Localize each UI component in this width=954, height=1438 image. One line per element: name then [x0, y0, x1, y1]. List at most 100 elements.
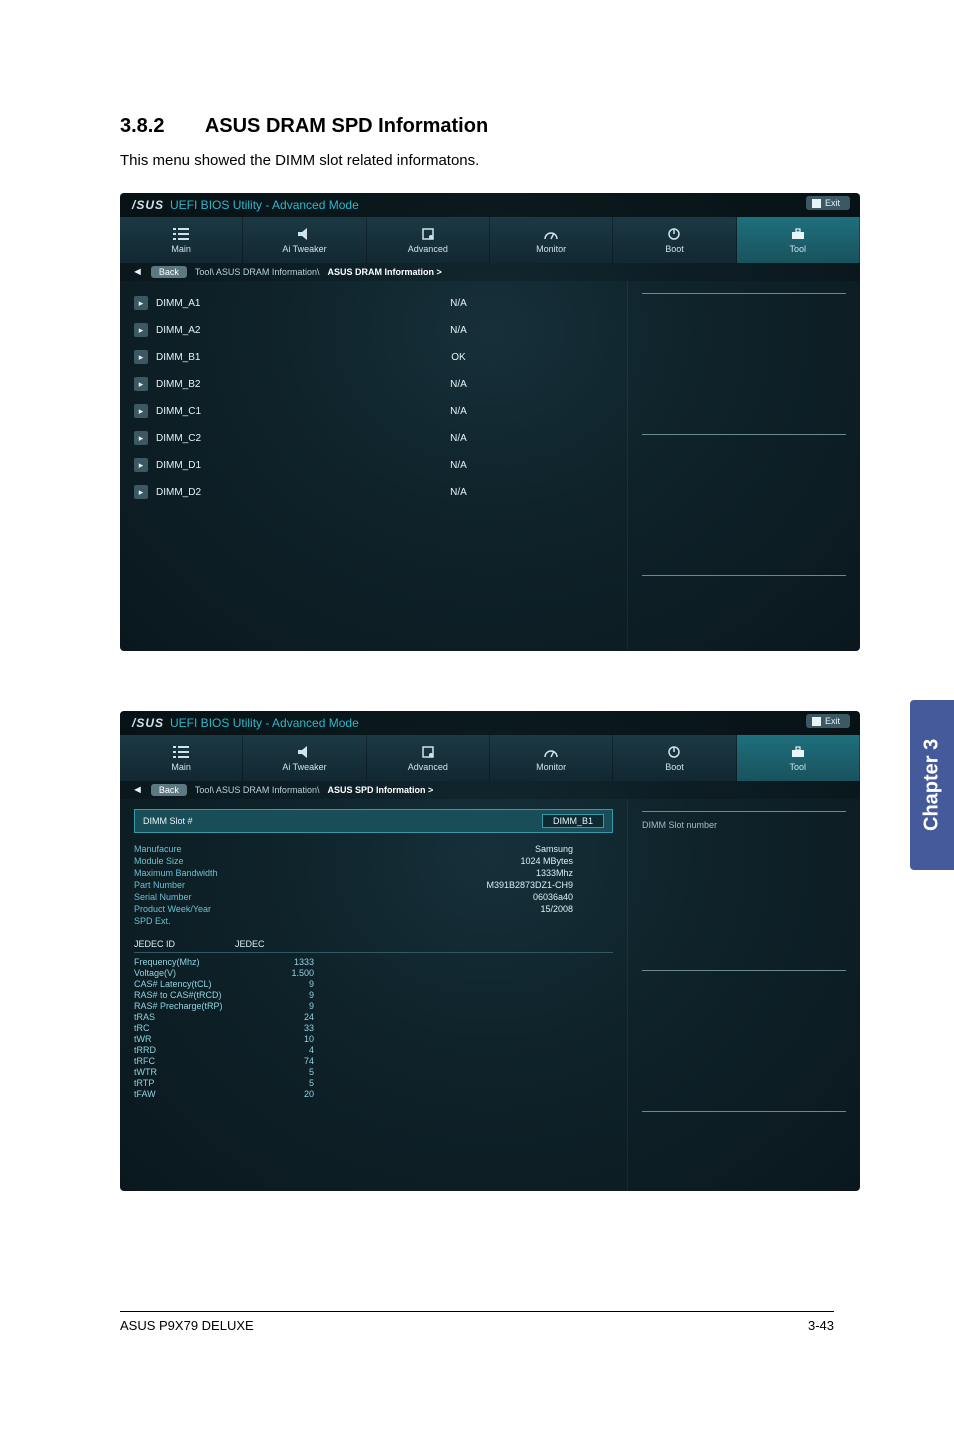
exit-button[interactable]: Exit: [806, 714, 850, 728]
power-icon: [666, 745, 682, 759]
tab-ai-tweaker[interactable]: Ai Tweaker: [243, 735, 366, 781]
timing-row: tRC33: [134, 1022, 613, 1033]
dimm-slot-row[interactable]: ▸DIMM_B2N/A: [134, 372, 613, 396]
dimm-slot-status: N/A: [304, 325, 613, 336]
tab-label: Boot: [665, 244, 684, 254]
timing-value: 9: [274, 990, 314, 1000]
gauge-icon: [543, 227, 559, 241]
spd-info-row: Product Week/Year15/2008: [134, 903, 613, 915]
speaker-icon: [296, 745, 312, 759]
bios-screenshot-dram-info: /SUS UEFI BIOS Utility - Advanced Mode E…: [120, 193, 860, 651]
dimm-slot-row[interactable]: ▸DIMM_A1N/A: [134, 291, 613, 315]
bios-titlebar: /SUS UEFI BIOS Utility - Advanced Mode E…: [120, 711, 860, 735]
timing-key: RAS# Precharge(tRP): [134, 1001, 274, 1011]
tab-tool[interactable]: Tool: [737, 217, 860, 263]
slot-label: DIMM Slot #: [143, 816, 193, 826]
tab-ai-tweaker[interactable]: Ai Tweaker: [243, 217, 366, 263]
dimm-slot-label: DIMM_D2: [156, 487, 296, 498]
dimm-slot-status: N/A: [304, 406, 613, 417]
tab-boot[interactable]: Boot: [613, 217, 736, 263]
page-footer: ASUS P9X79 DELUXE 3-43: [120, 1311, 834, 1333]
tab-main[interactable]: Main: [120, 735, 243, 781]
back-button[interactable]: Back: [151, 784, 187, 796]
timing-value: 20: [274, 1089, 314, 1099]
info-key: Product Week/Year: [134, 904, 334, 914]
back-arrow-icon[interactable]: ◄: [132, 784, 143, 796]
timing-value: 74: [274, 1056, 314, 1066]
back-button[interactable]: Back: [151, 266, 187, 278]
tab-advanced[interactable]: Advanced: [367, 735, 490, 781]
chevron-right-icon: ▸: [134, 431, 148, 445]
tab-label: Tool: [790, 244, 807, 254]
timing-value: 10: [274, 1034, 314, 1044]
timing-value: 9: [274, 1001, 314, 1011]
timing-row: CAS# Latency(tCL)9: [134, 978, 613, 989]
dimm-slot-row[interactable]: ▸DIMM_B1OK: [134, 345, 613, 369]
tab-tool[interactable]: Tool: [737, 735, 860, 781]
tab-label: Tool: [790, 762, 807, 772]
jedec-header: JEDEC ID JEDEC: [134, 939, 613, 953]
tab-monitor[interactable]: Monitor: [490, 735, 613, 781]
exit-label: Exit: [825, 198, 840, 208]
chip-icon: [420, 227, 436, 241]
nav-tabs: Main Ai Tweaker Advanced Monitor: [120, 217, 860, 263]
exit-button[interactable]: Exit: [806, 196, 850, 210]
timing-row: tRRD4: [134, 1044, 613, 1055]
info-value: Samsung: [334, 844, 613, 854]
timing-row: tWR10: [134, 1033, 613, 1044]
dimm-slot-row[interactable]: ▸DIMM_D2N/A: [134, 480, 613, 504]
timing-value: 1333: [274, 957, 314, 967]
spd-info-row: SPD Ext.: [134, 915, 613, 927]
back-arrow-icon[interactable]: ◄: [132, 266, 143, 278]
timing-key: tRC: [134, 1023, 274, 1033]
tab-advanced[interactable]: Advanced: [367, 217, 490, 263]
dimm-slot-label: DIMM_B1: [156, 352, 296, 363]
breadcrumb-prefix: Tool\ ASUS DRAM Information\: [195, 785, 320, 795]
timing-key: tRTP: [134, 1078, 274, 1088]
dimm-slot-row[interactable]: ▸DIMM_A2N/A: [134, 318, 613, 342]
list-icon: [173, 745, 189, 759]
info-value: 1024 MBytes: [334, 856, 613, 866]
timing-key: Voltage(V): [134, 968, 274, 978]
info-value: [334, 916, 613, 926]
dimm-slot-label: DIMM_A2: [156, 325, 296, 336]
dimm-slot-row[interactable]: ▸DIMM_C2N/A: [134, 426, 613, 450]
exit-icon: [812, 199, 821, 208]
tab-monitor[interactable]: Monitor: [490, 217, 613, 263]
nav-tabs: Main Ai Tweaker Advanced Monitor Boot To…: [120, 735, 860, 781]
info-value: 15/2008: [334, 904, 613, 914]
dimm-slot-label: DIMM_A1: [156, 298, 296, 309]
toolbox-icon: [790, 745, 806, 759]
spd-detail-pane: DIMM Slot # DIMM_B1 ManufacureSamsungMod…: [120, 799, 628, 1191]
exit-icon: [812, 717, 821, 726]
info-key: Maximum Bandwidth: [134, 868, 334, 878]
dimm-slot-row[interactable]: ▸DIMM_D1N/A: [134, 453, 613, 477]
asus-logo: /SUS: [132, 198, 164, 212]
speaker-icon: [296, 227, 312, 241]
breadcrumb-current: ASUS SPD Information >: [327, 785, 433, 795]
tab-boot[interactable]: Boot: [613, 735, 736, 781]
dimm-list-pane: ▸DIMM_A1N/A▸DIMM_A2N/A▸DIMM_B1OK▸DIMM_B2…: [120, 281, 628, 651]
info-value: 06036a40: [334, 892, 613, 902]
tab-main[interactable]: Main: [120, 217, 243, 263]
list-icon: [173, 227, 189, 241]
timing-key: tWR: [134, 1034, 274, 1044]
spd-info-row: Part NumberM391B2873DZ1-CH9: [134, 879, 613, 891]
section-description: This menu showed the DIMM slot related i…: [120, 152, 834, 169]
timing-value: 9: [274, 979, 314, 989]
dimm-slot-row[interactable]: ▸DIMM_C1N/A: [134, 399, 613, 423]
spd-info-row: Maximum Bandwidth1333Mhz: [134, 867, 613, 879]
chevron-right-icon: ▸: [134, 350, 148, 364]
timing-key: tWTR: [134, 1067, 274, 1077]
tab-label: Monitor: [536, 762, 566, 772]
dimm-slot-selector[interactable]: DIMM Slot # DIMM_B1: [134, 809, 613, 833]
tab-label: Ai Tweaker: [282, 762, 326, 772]
breadcrumb-row: ◄ Back Tool\ ASUS DRAM Information\ ASUS…: [120, 263, 860, 281]
timing-row: RAS# Precharge(tRP)9: [134, 1000, 613, 1011]
timing-value: 24: [274, 1012, 314, 1022]
spd-info-row: Serial Number06036a40: [134, 891, 613, 903]
spd-info-row: ManufacureSamsung: [134, 843, 613, 855]
timing-key: tRAS: [134, 1012, 274, 1022]
timing-key: tFAW: [134, 1089, 274, 1099]
chip-icon: [420, 745, 436, 759]
